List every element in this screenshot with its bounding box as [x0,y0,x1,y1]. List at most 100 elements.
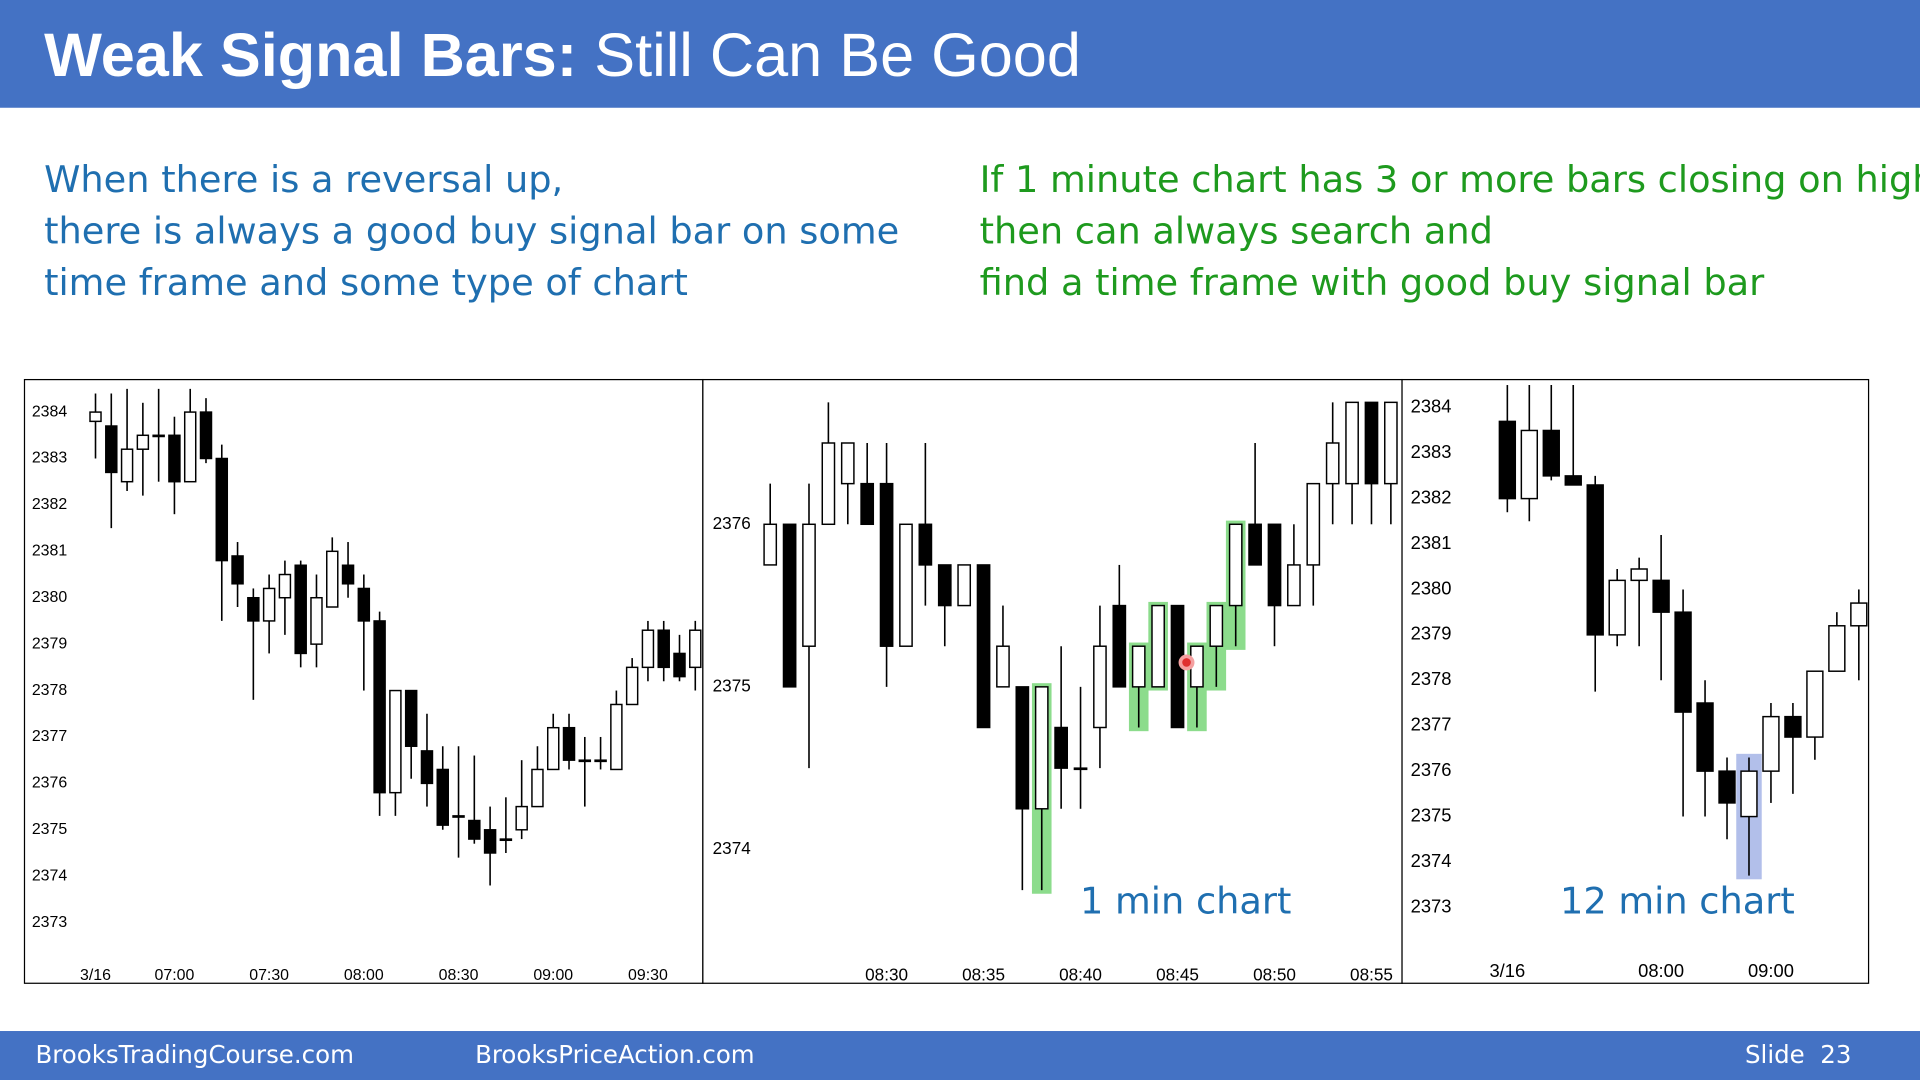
charts: 2373 2374 2375 2376 2377 2378 2379 2380 2381 2382… [23,378,1870,984]
candle-body [483,829,497,854]
footer-left: BrooksTradingCourse.com [36,1040,354,1069]
candle-body [1674,611,1692,713]
y-tick-label: 2384 [1411,396,1452,417]
candle-body [515,805,528,831]
candle-body [231,555,244,585]
y-tick-label: 2382 [32,496,68,513]
candle-body [1325,442,1340,485]
candle-body [1696,702,1714,772]
candle-body [1345,401,1359,485]
candle-body [326,550,339,608]
candle-body [136,434,150,450]
candle-body [247,596,260,622]
candle-body [976,564,991,729]
y-tick-label: 2377 [32,728,68,745]
x-tick-label: 08:45 [1156,964,1199,984]
y-tick-label: 2373 [32,914,68,931]
x-tick-label: 09:00 [533,967,573,984]
right-line: find a time frame with good buy signal b… [980,261,1766,304]
y-tick-label: 2375 [713,675,751,695]
candle-body [373,620,386,794]
candle-body [763,523,778,566]
chart-annotation: 12 min chart [1560,879,1795,922]
right-text: If 1 minute chart has 3 or more bars clo… [980,158,1920,304]
chart-frame [702,378,1403,984]
candle-body [215,457,229,562]
chart-annotation: 1 min chart [1080,879,1291,922]
cursor-dot [1178,654,1195,671]
y-tick-label: 2383 [32,450,68,467]
chart-frame [1401,378,1870,984]
candle-body [1054,726,1068,769]
candle-body [918,523,933,566]
candle-body [452,815,465,818]
candle-body [199,411,213,460]
candle-body [879,482,894,647]
y-tick-label: 2381 [32,543,68,560]
candle-body [1828,625,1846,672]
header-band [0,0,1920,108]
y-tick-label: 2380 [32,589,68,606]
candle-body [1564,475,1582,486]
x-tick-label: 3/16 [80,967,111,984]
candle-body [436,768,449,826]
candle-body [899,523,913,647]
x-tick-label: 07:00 [155,967,195,984]
footer-middle: BrooksPriceAction.com [475,1040,755,1069]
y-tick-label: 2374 [713,838,752,858]
candle-body [1806,670,1824,738]
y-tick-label: 2376 [1411,759,1452,780]
candle-body [860,482,875,526]
left-line: there is always a good buy signal bar on… [44,210,899,253]
candlestick-chart: 2373 2374 2375 2376 2377 2378 2379 2380 2381 2382… [23,378,704,984]
y-tick-label: 2382 [1411,486,1452,507]
candle-body [420,750,434,785]
candle-body [1740,770,1758,818]
candle-body [1364,401,1379,485]
candle-body [1073,767,1088,771]
candle-body [1652,579,1670,613]
candle-body [937,564,952,607]
y-tick-label: 2376 [713,513,751,533]
candle-body [641,629,655,669]
candle-body [531,768,544,808]
candle-body [578,759,592,763]
candle-body [1131,645,1146,688]
candle-body [821,442,836,526]
x-tick-label: 07:30 [249,967,289,984]
slide-number: Slide 23 [1745,1040,1851,1069]
candle-body [183,411,197,483]
candle-body [957,564,972,607]
x-tick-label: 3/16 [1489,960,1525,981]
candle-body [120,448,134,483]
y-tick-label: 2373 [1411,895,1452,916]
candle-body [546,726,560,771]
y-tick-label: 2375 [32,821,68,838]
candlestick-chart: 2374 2375 2376 08:30 08:35 08:40 08:45 08:50 08:… [702,378,1403,984]
candle-body [782,523,797,688]
candle-body [1850,602,1868,627]
candle-body [262,587,276,622]
left-text: When there is a reversal up, there is al… [44,158,899,304]
candle-body [468,819,481,840]
candle-body [1093,645,1107,729]
candle-body [278,573,292,599]
y-tick-label: 2378 [1411,668,1452,689]
left-line: time frame and some type of chart [44,261,688,304]
candle-body [610,703,623,771]
candle-body [840,442,855,485]
left-line: When there is a reversal up, [44,158,563,201]
candle-body [499,838,513,842]
candle-body [1586,484,1604,636]
candle-body [1520,429,1539,500]
x-tick-label: 08:00 [344,967,384,984]
candle-body [1151,604,1165,688]
candle-body [1112,604,1127,688]
y-tick-label: 2379 [32,635,68,652]
candle-body [1762,715,1780,772]
candle-body [673,652,686,678]
candle-body [1630,568,1648,582]
candle-body [89,411,102,423]
y-tick-label: 2383 [1411,441,1452,462]
